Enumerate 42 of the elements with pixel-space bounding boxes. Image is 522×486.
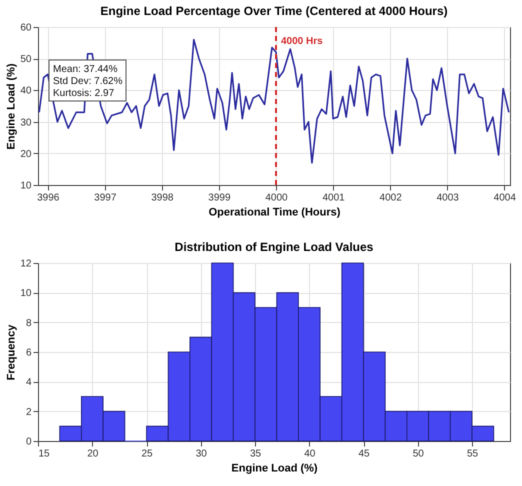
annotation: Mean: 37.44%: [53, 64, 118, 75]
x-tick-label: 40: [304, 448, 316, 460]
x-tick-label: 3997: [94, 192, 117, 204]
x-tick-label: 3999: [208, 192, 231, 204]
y-axis-title: Engine Load (%): [5, 63, 18, 150]
x-tick-label: 25: [141, 448, 154, 460]
y-tick-label: 50: [20, 54, 32, 66]
x-axis-title: Operational Time (Hours): [208, 206, 341, 218]
annotation: Kurtosis: 2.97: [53, 88, 115, 99]
x-tick-label: 45: [358, 448, 370, 460]
y-tick-label: 40: [20, 86, 32, 97]
x-tick-label: 35: [250, 448, 262, 460]
y-tick-label: 60: [20, 22, 32, 34]
x-tick-label: 30: [196, 448, 208, 460]
ref-line-label: 4000 Hrs: [281, 36, 324, 47]
y-tick-label: 10: [20, 180, 32, 192]
annotation: Std Dev: 7.62%: [53, 76, 123, 87]
x-tick-label: 3998: [151, 192, 174, 204]
y-tick-label: 12: [20, 258, 32, 270]
line-series: [38, 38, 510, 164]
x-axis-title: Engine Load (%): [231, 462, 318, 474]
y-tick-label: 0: [26, 436, 32, 448]
y-tick-label: 4: [26, 377, 32, 388]
y-tick-label: 10: [20, 288, 32, 300]
y-tick-label: 20: [20, 148, 32, 160]
x-tick-label: 4000: [265, 192, 288, 204]
x-tick-label: 4004: [494, 192, 516, 204]
x-tick-label: 20: [87, 448, 99, 460]
x-tick-label: 4003: [436, 192, 460, 204]
chart-title: Distribution of Engine Load Values: [174, 240, 374, 254]
x-tick-label: 3996: [37, 192, 60, 204]
y-tick-label: 2: [26, 406, 32, 418]
y-tick-label: 30: [20, 117, 32, 128]
y-axis-title: Frequency: [5, 324, 18, 380]
x-tick-label: 4002: [380, 192, 402, 204]
y-tick-label: 6: [26, 348, 32, 358]
x-tick-label: 55: [466, 448, 479, 460]
x-tick-label: 15: [38, 448, 50, 460]
x-tick-label: 4001: [322, 192, 346, 204]
chart-title: Engine Load Percentage Over Time (Centered at 4000 Hours): [100, 4, 448, 18]
x-tick-label: 50: [412, 448, 424, 460]
y-tick-label: 8: [26, 318, 32, 329]
